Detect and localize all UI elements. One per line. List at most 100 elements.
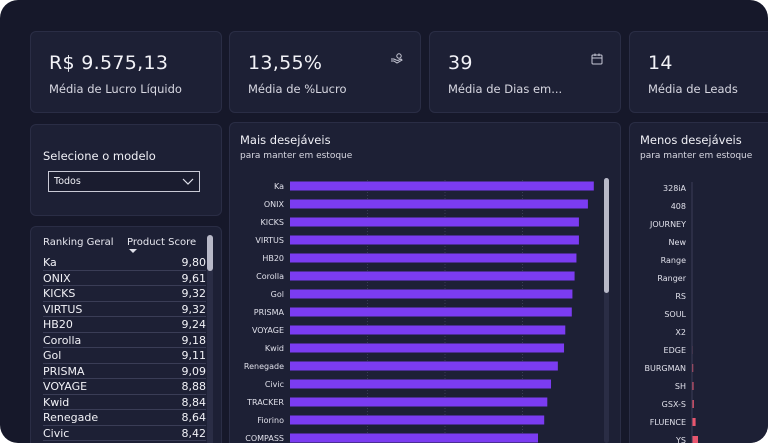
category-label: GSX-S — [662, 400, 686, 409]
table-row[interactable]: PRISMA 9,09 — [43, 364, 207, 379]
category-label: Kwid — [265, 344, 284, 353]
category-label: Ka — [274, 182, 284, 191]
kpi-label: Média de %Lucro — [248, 82, 347, 96]
bar[interactable] — [290, 325, 566, 335]
bar[interactable] — [692, 418, 696, 426]
category-label: FLUENCE — [650, 418, 686, 427]
table-row[interactable]: Renegade 8,64 — [43, 410, 206, 426]
model-name: Renegade — [43, 411, 99, 424]
bar[interactable] — [290, 217, 579, 227]
column-header-ranking[interactable]: Ranking Geral — [43, 237, 114, 248]
bar[interactable] — [692, 400, 694, 408]
chart-scrollbar-thumb[interactable] — [604, 178, 609, 293]
table-row[interactable]: Corolla 9,18 — [43, 333, 207, 348]
bar[interactable] — [290, 343, 565, 353]
category-label: JOURNEY — [649, 220, 686, 229]
category-label: Ranger — [657, 274, 686, 283]
model-name: HB20 — [43, 318, 73, 331]
bar-chart-least-desirable: 328iA 408 JOURNEY New Range Ranger RS SOUL X2 EDG… — [645, 182, 698, 443]
kpi-value: 13,55% — [248, 52, 323, 74]
bar[interactable] — [290, 253, 577, 263]
category-label: VOYAGE — [252, 326, 284, 335]
category-label: COMPASS — [245, 434, 284, 443]
category-label: X2 — [675, 328, 686, 337]
table-row[interactable]: Ka 9,80 — [43, 255, 206, 271]
model-name: Corolla — [43, 333, 82, 347]
bar[interactable] — [692, 436, 698, 443]
bar[interactable] — [290, 199, 588, 209]
table-scrollbar[interactable] — [207, 235, 213, 443]
model-name: ONIX — [43, 271, 71, 285]
bar[interactable] — [290, 307, 572, 317]
bar[interactable] — [290, 379, 552, 389]
bar[interactable] — [290, 271, 575, 281]
table-row[interactable]: HB20 9,24 — [43, 317, 206, 333]
product-score: 9,32 — [181, 302, 207, 316]
table-row[interactable]: KICKS 9,32 — [43, 286, 206, 302]
bar[interactable] — [290, 397, 548, 407]
category-label: SOUL — [664, 310, 686, 319]
model-name: VIRTUS — [43, 302, 83, 316]
table-row[interactable]: Gol 9,11 — [43, 348, 206, 364]
category-label: YS — [675, 436, 686, 443]
category-label: HB20 — [262, 254, 284, 263]
model-name: KICKS — [43, 287, 76, 300]
calendar-icon — [591, 53, 603, 65]
model-selector-card: Selecione o modelo Todos — [30, 124, 222, 216]
kpi-card-leads: 14 Média de Leads — [629, 31, 768, 113]
product-score: 9,18 — [181, 333, 207, 347]
category-label: New — [669, 238, 687, 247]
table-row[interactable]: VIRTUS 9,32 — [43, 302, 207, 317]
column-header-product-score[interactable]: Product Score — [127, 237, 197, 248]
kpi-label: Média de Leads — [648, 82, 738, 96]
category-label: VIRTUS — [255, 236, 284, 245]
table-row[interactable]: VOYAGE 8,88 — [43, 379, 206, 395]
category-label: Corolla — [256, 272, 284, 281]
kpi-value: 39 — [448, 52, 473, 74]
category-label: BURGMAN — [645, 364, 686, 373]
bar[interactable] — [692, 382, 694, 390]
dropdown-value: Todos — [54, 176, 81, 187]
chart-title: Menos desejáveis — [640, 133, 742, 147]
bar-chart-most-desirable: Ka ONIX KICKS VIRTUS HB20 Corolla Gol PRISMA VOY… — [244, 180, 594, 443]
bar[interactable] — [692, 364, 694, 372]
selector-title: Selecione o modelo — [43, 149, 156, 163]
category-label: Renegade — [244, 362, 284, 371]
table-scrollbar-thumb[interactable] — [207, 235, 213, 271]
hand-money-icon — [391, 53, 403, 64]
bar[interactable] — [290, 433, 538, 443]
chart-least-desirable: Menos desejáveis para manter em estoque … — [629, 122, 768, 443]
kpi-card-dias-estoque: 39 Média de Dias em... — [429, 31, 621, 113]
table-row[interactable]: ONIX 9,61 — [43, 271, 207, 286]
chevron-down-icon — [182, 178, 194, 185]
product-score: 8,64 — [181, 411, 207, 424]
category-label: Civic — [265, 380, 284, 389]
kpi-label: Média de Lucro Líquido — [49, 82, 182, 96]
product-score: 8,88 — [181, 380, 207, 393]
category-label: Gol — [271, 290, 284, 299]
category-label: RS — [675, 292, 686, 301]
chart-subtitle: para manter em estoque — [640, 151, 753, 161]
chart-scrollbar[interactable] — [604, 178, 609, 443]
product-score: 9,09 — [181, 364, 207, 378]
category-label: SH — [675, 382, 686, 391]
product-score: 9,61 — [181, 271, 207, 285]
kpi-card-pct-lucro: 13,55% Média de %Lucro — [229, 31, 421, 113]
chart-title: Mais desejáveis — [240, 133, 331, 147]
model-dropdown[interactable]: Todos — [48, 171, 200, 192]
category-label: Range — [661, 256, 686, 265]
table-row[interactable]: Civic 8,42 — [43, 426, 206, 441]
bar[interactable] — [290, 361, 558, 371]
product-score: 9,11 — [181, 349, 207, 362]
bar[interactable] — [290, 289, 573, 299]
bar[interactable] — [290, 181, 594, 191]
kpi-value: R$ 9.575,13 — [49, 52, 169, 74]
bar[interactable] — [290, 235, 579, 245]
kpi-label: Média de Dias em... — [448, 82, 563, 96]
ranking-rows: Ka 9,80 ONIX 9,61 KICKS 9,32 VIRTUS 9,32 HB20 9,2… — [43, 255, 206, 441]
table-row[interactable]: Kwid 8,84 — [43, 395, 206, 410]
bar[interactable] — [290, 415, 545, 425]
product-score: 9,32 — [181, 287, 207, 300]
category-label: KICKS — [260, 218, 284, 227]
